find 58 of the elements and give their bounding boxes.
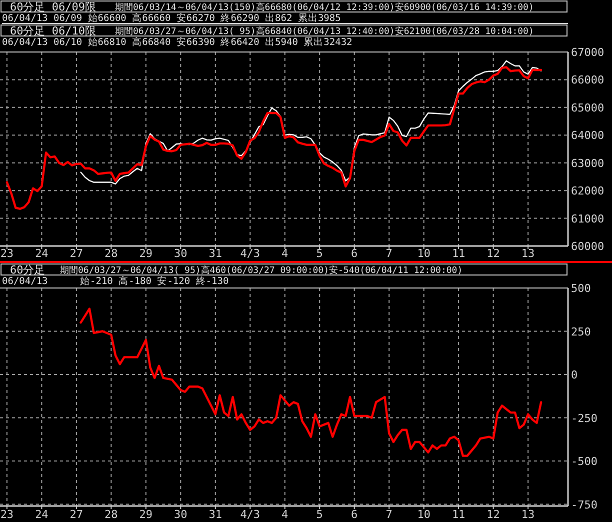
y-tick-label: -250 <box>571 412 598 425</box>
y-tick-label: 67000 <box>571 46 604 59</box>
text: 期間06/03/27～06/04/13( 95)高460(06/03/27 09:00:00)安-540(06/04/11 12:00:00) <box>60 265 463 276</box>
y-tick-label: 63000 <box>571 156 604 170</box>
y-tick-label: -500 <box>571 455 598 468</box>
text: 60分足 06/10限 <box>10 24 96 38</box>
x-tick-label: 4 <box>282 247 289 260</box>
x-tick-label: 24 <box>35 508 49 521</box>
text: 06/04/13 <box>2 276 48 287</box>
y-tick-label: 65000 <box>571 101 604 114</box>
x-tick-label: 29 <box>139 247 153 260</box>
x-tick-label: 10 <box>417 247 430 260</box>
x-tick-label: 7 <box>386 508 392 521</box>
x-tick-label: 11 <box>452 508 466 521</box>
x-tick-label: 30 <box>174 508 188 521</box>
x-tick-label: 4/3 <box>240 247 260 260</box>
x-tick-label: 27 <box>70 508 84 521</box>
x-tick-label: 23 <box>0 247 14 260</box>
x-tick-label: 12 <box>486 247 500 260</box>
text: 06/04/13 06/09 始66600 高66660 安66270 終66290 出862 累出3985 <box>2 12 341 24</box>
x-tick-label: 24 <box>35 247 49 260</box>
x-tick-label: 10 <box>417 508 430 521</box>
y-tick-label: 64000 <box>571 129 604 142</box>
text: 60分足 06/09限 <box>10 0 96 14</box>
x-tick-label: 13 <box>521 508 535 521</box>
x-tick-label: 29 <box>139 508 153 521</box>
x-tick-label: 31 <box>208 247 222 260</box>
x-tick-label: 23 <box>0 508 14 521</box>
x-tick-label: 4/3 <box>240 508 260 521</box>
x-tick-label: 12 <box>486 508 500 521</box>
text: 期間06/03/14～06/04/13(150)高66680(06/04/12 12:39:00)安60900(06/03/16 14:39:00) <box>115 2 534 13</box>
x-tick-label: 28 <box>104 247 118 260</box>
x-tick-label: 4 <box>282 508 289 521</box>
x-tick-label: 5 <box>316 508 323 521</box>
line-series <box>80 308 542 457</box>
x-tick-label: 13 <box>521 247 535 260</box>
x-tick-label: 6 <box>351 247 358 260</box>
y-tick-label: 61000 <box>571 212 604 226</box>
x-tick-label: 5 <box>316 247 323 260</box>
x-tick-label: 31 <box>208 508 222 521</box>
y-tick-label: 500 <box>571 282 591 295</box>
y-tick-label: 62000 <box>571 184 604 198</box>
text: 始-210 高-180 安-120 終-130 <box>80 275 229 287</box>
y-tick-label: 60000 <box>571 240 604 253</box>
y-tick-label: -750 <box>571 498 598 512</box>
x-tick-label: 6 <box>351 508 358 521</box>
y-tick-label: 66000 <box>571 74 604 87</box>
text: 期間06/03/27～06/04/13( 95)高66840(06/04/13 12:40:00)安62100(06/03/28 10:04:00) <box>115 26 534 37</box>
x-tick-label: 27 <box>70 247 84 260</box>
y-tick-label: 250 <box>571 325 591 338</box>
x-tick-label: 28 <box>104 508 118 521</box>
x-tick-label: 7 <box>386 247 392 260</box>
x-tick-label: 30 <box>174 247 188 260</box>
line-series <box>6 66 542 210</box>
text: 60分足 <box>10 264 46 276</box>
x-tick-label: 11 <box>452 247 466 260</box>
y-tick-label: 0 <box>571 368 578 382</box>
text: 06/04/13 06/10 始66810 高66840 安66390 終66420 出5940 累出32432 <box>2 36 352 48</box>
